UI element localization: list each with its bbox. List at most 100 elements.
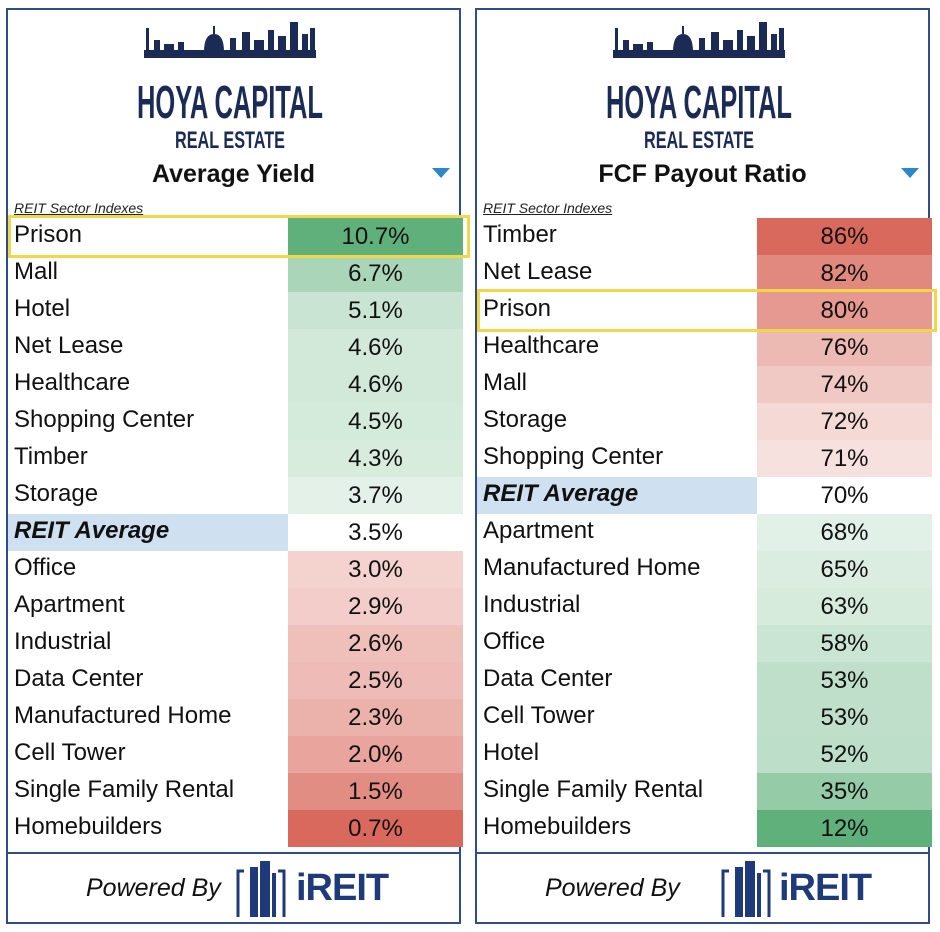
row-label: Single Family Rental (14, 776, 235, 803)
average-label-bg (477, 477, 757, 514)
table-row: Manufactured Home 65% (477, 551, 932, 588)
row-label: Office (483, 628, 546, 655)
value-cell: 52% (757, 736, 932, 773)
value-cell: 4.3% (288, 440, 463, 477)
value-cell: 4.6% (288, 329, 463, 366)
value-cell: 76% (757, 329, 932, 366)
table-row: Homebuilders 12% (477, 810, 932, 847)
value-cell: 65% (757, 551, 932, 588)
row-label: Shopping Center (14, 406, 195, 433)
value-cell: 68% (757, 514, 932, 551)
table-row: Storage 72% (477, 403, 932, 440)
table-row: Apartment 68% (477, 514, 932, 551)
building-icon (717, 857, 775, 924)
value-cell: 72% (757, 403, 932, 440)
value-cell: 5.1% (288, 292, 463, 329)
value-cell: 6.7% (288, 255, 463, 292)
row-label: Office (14, 554, 77, 581)
value-cell: 4.6% (288, 366, 463, 403)
value-cell: 2.5% (288, 662, 463, 699)
chevron-down-icon[interactable] (432, 168, 450, 178)
row-label: Healthcare (483, 332, 600, 359)
table-row: Net Lease 4.6% (8, 329, 463, 366)
value-cell: 2.3% (288, 699, 463, 736)
row-label: Homebuilders (14, 813, 163, 840)
value-cell: 53% (757, 662, 932, 699)
table-row: REIT Average 3.5% (8, 514, 463, 551)
row-label: Homebuilders (483, 813, 632, 840)
row-label: Prison (483, 295, 552, 322)
value-cell: 1.5% (288, 773, 463, 810)
value-cell: 86% (757, 218, 932, 255)
table-row: Mall 6.7% (8, 255, 463, 292)
table-row: Storage 3.7% (8, 477, 463, 514)
row-label: Cell Tower (14, 739, 126, 766)
chart-title: Average Yield (151, 160, 316, 188)
value-cell: 63% (757, 588, 932, 625)
value-cell: 0.7% (288, 810, 463, 847)
building-icon (232, 857, 290, 924)
table-row: Hotel 52% (477, 736, 932, 773)
row-label: Timber (14, 443, 88, 470)
table-row: Single Family Rental 35% (477, 773, 932, 810)
hoya-capital-logo: HOYA CAPITAL REAL ESTATE (8, 14, 459, 162)
value-cell: 74% (757, 366, 932, 403)
row-label: Shopping Center (483, 443, 664, 470)
table-subtitle: REIT Sector Indexes (483, 200, 613, 216)
powered-by-label: Powered By (86, 874, 221, 902)
table-row: Mall 74% (477, 366, 932, 403)
brand-name: HOYA CAPITAL (606, 76, 792, 128)
value-cell: 82% (757, 255, 932, 292)
table-row: Cell Tower 2.0% (8, 736, 463, 773)
table-row: Shopping Center 71% (477, 440, 932, 477)
chevron-down-icon[interactable] (901, 168, 919, 178)
average-label-bg (8, 514, 288, 551)
row-label: REIT Average (483, 480, 639, 507)
value-cell: 2.9% (288, 588, 463, 625)
table-row: Shopping Center 4.5% (8, 403, 463, 440)
table-row: Hotel 5.1% (8, 292, 463, 329)
average-yield-panel: HOYA CAPITAL REAL ESTATE Average Yield R… (6, 8, 470, 924)
row-label: Manufactured Home (483, 554, 701, 581)
row-label: Industrial (14, 628, 112, 655)
value-cell: 3.0% (288, 551, 463, 588)
value-cell: 2.6% (288, 625, 463, 662)
table-row: Single Family Rental 1.5% (8, 773, 463, 810)
row-label: Net Lease (483, 258, 593, 285)
row-label: Mall (14, 258, 59, 285)
value-cell: 3.5% (288, 514, 463, 551)
brand-sub: REAL ESTATE (175, 127, 285, 154)
row-label: Storage (483, 406, 568, 433)
footer: Powered By iREIT (477, 852, 928, 922)
row-label: Hotel (483, 739, 540, 766)
row-label: Hotel (14, 295, 71, 322)
row-label: Apartment (14, 591, 125, 618)
table-subtitle: REIT Sector Indexes (14, 200, 144, 216)
row-label: Timber (483, 221, 557, 248)
table-row: Prison 80% (477, 292, 932, 329)
row-label: Data Center (14, 665, 144, 692)
table-row: Office 58% (477, 625, 932, 662)
ireit-logo-text: iREIT (296, 867, 389, 909)
row-label: Storage (14, 480, 99, 507)
table-row: Industrial 63% (477, 588, 932, 625)
brand-sub: REAL ESTATE (644, 127, 754, 154)
table-row: Prison 10.7% (8, 218, 463, 255)
row-label: Industrial (483, 591, 581, 618)
table-row: Net Lease 82% (477, 255, 932, 292)
table-row: Timber 4.3% (8, 440, 463, 477)
table-row: Manufactured Home 2.3% (8, 699, 463, 736)
footer: Powered By iREIT (8, 852, 459, 922)
ireit-logo-text: iREIT (779, 867, 872, 909)
row-label: Data Center (483, 665, 613, 692)
fcf-payout-panel: HOYA CAPITAL REAL ESTATE FCF Payout Rati… (475, 8, 937, 924)
brand-name: HOYA CAPITAL (137, 76, 323, 128)
table-row: Apartment 2.9% (8, 588, 463, 625)
value-cell: 12% (757, 810, 932, 847)
value-cell: 70% (757, 477, 932, 514)
row-label: Healthcare (14, 369, 131, 396)
table-row: Timber 86% (477, 218, 932, 255)
value-cell: 4.5% (288, 403, 463, 440)
value-cell: 35% (757, 773, 932, 810)
table-row: Industrial 2.6% (8, 625, 463, 662)
